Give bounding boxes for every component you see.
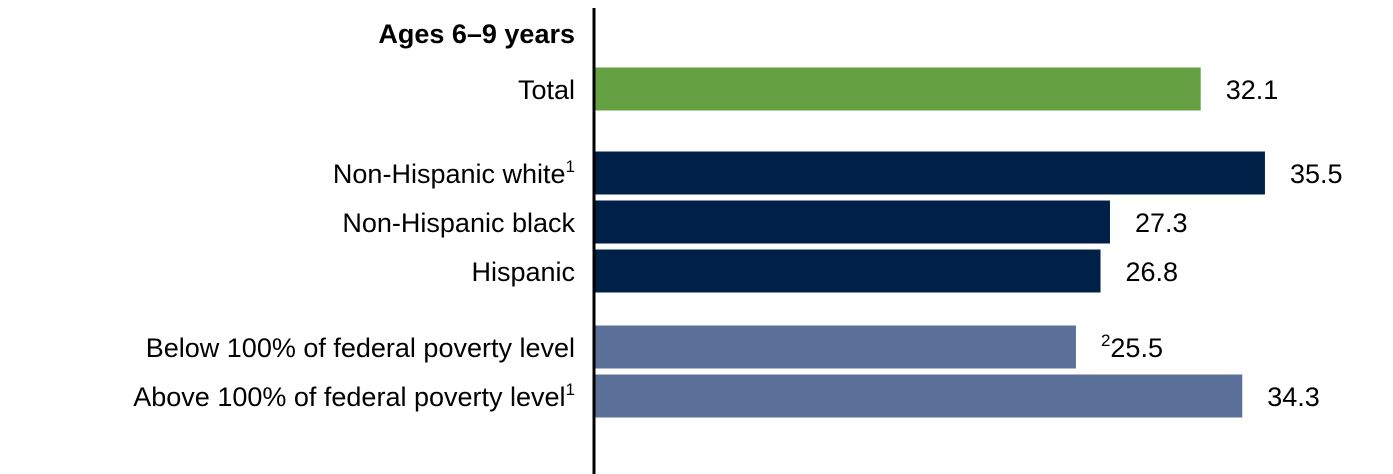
footnote-marker: 2: [1101, 331, 1110, 350]
category-label: Non-Hispanic black: [342, 208, 575, 238]
bar: [594, 151, 1265, 195]
value-label: 225.5: [1101, 331, 1163, 363]
value-label: 32.1: [1226, 75, 1279, 105]
category-label: Above 100% of federal poverty level1: [133, 380, 575, 412]
category-label-text: Non-Hispanic black: [342, 208, 575, 238]
value-label-number: 25.5: [1110, 333, 1163, 363]
value-label: 34.3: [1267, 382, 1320, 412]
category-label-text: Hispanic: [471, 257, 575, 287]
category-label-text: Non-Hispanic white: [333, 159, 566, 189]
category-label-text: Above 100% of federal poverty level: [133, 382, 565, 412]
category-label: Total: [518, 75, 575, 105]
value-label: 35.5: [1290, 159, 1343, 189]
bar: [594, 67, 1201, 111]
footnote-marker: 1: [566, 380, 575, 399]
group-heading: Ages 6–9 years: [378, 19, 575, 49]
category-label: Below 100% of federal poverty level: [146, 333, 575, 363]
category-label-text: Below 100% of federal poverty level: [146, 333, 575, 363]
bar: [594, 200, 1110, 244]
value-label: 27.3: [1135, 208, 1188, 238]
bar: [594, 325, 1076, 369]
category-label: Non-Hispanic white1: [333, 157, 575, 189]
value-label: 26.8: [1126, 257, 1179, 287]
category-label-text: Total: [518, 75, 575, 105]
bar: [594, 374, 1243, 418]
bar: [594, 249, 1101, 293]
footnote-marker: 1: [566, 157, 575, 176]
category-label: Hispanic: [471, 257, 575, 287]
